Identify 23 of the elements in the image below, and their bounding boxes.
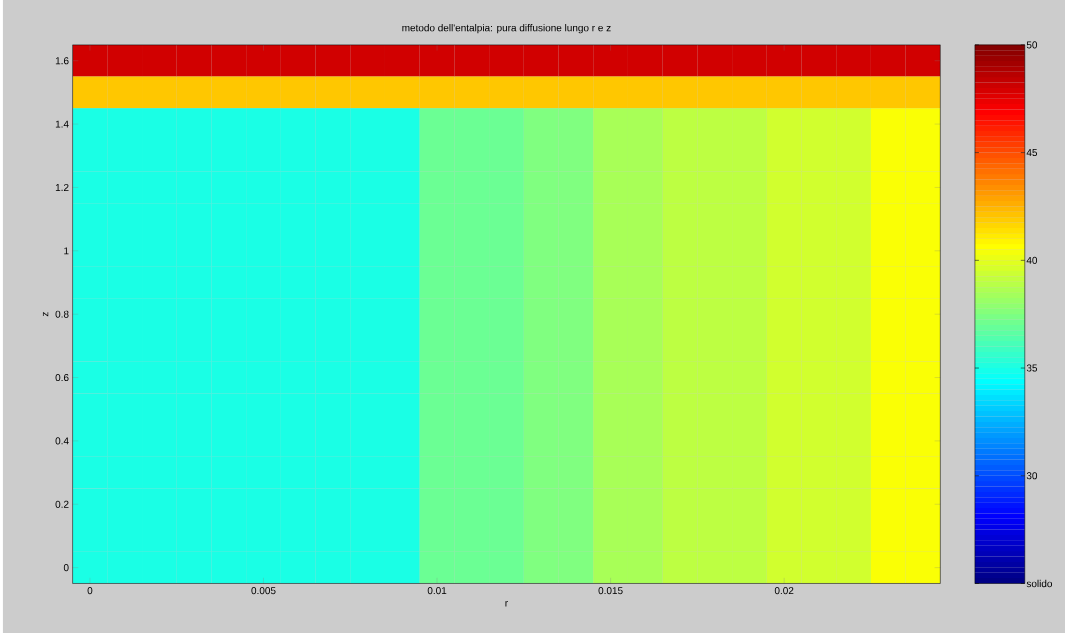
x-tick-label: 0.015	[598, 586, 623, 594]
y-tick-label: 0.4	[55, 437, 69, 445]
y-axis-title: z	[42, 312, 49, 317]
color-bar-label: 30	[1026, 472, 1038, 480]
x-tick-label: 0.02	[774, 586, 794, 594]
y-tick-label: 1.2	[55, 183, 69, 191]
y-tick-label: 1.4	[55, 120, 69, 128]
y-tick-label: 0.2	[55, 500, 69, 508]
x-axis-title: r	[505, 600, 508, 607]
y-tick-label: 1.6	[55, 57, 69, 65]
y-tick-label: 0	[63, 563, 69, 571]
x-tick-label: 0.005	[251, 586, 276, 594]
color-bar-label: 50	[1026, 41, 1038, 49]
y-tick-label: 0.6	[55, 373, 69, 381]
color-bar-label: 40	[1026, 256, 1038, 264]
y-tick-label: 1	[64, 247, 69, 255]
y-tick-label: 0.8	[55, 310, 69, 318]
chart-title: metodo dell'entalpia: pura diffusione lungo r e z	[402, 23, 611, 34]
color-bar-label: 35	[1026, 364, 1038, 372]
x-tick-label: 0.01	[427, 586, 447, 594]
x-tick-label: 0	[87, 586, 93, 594]
color-bar-label: solido	[1026, 579, 1053, 587]
color-bar-label: 45	[1026, 148, 1038, 156]
